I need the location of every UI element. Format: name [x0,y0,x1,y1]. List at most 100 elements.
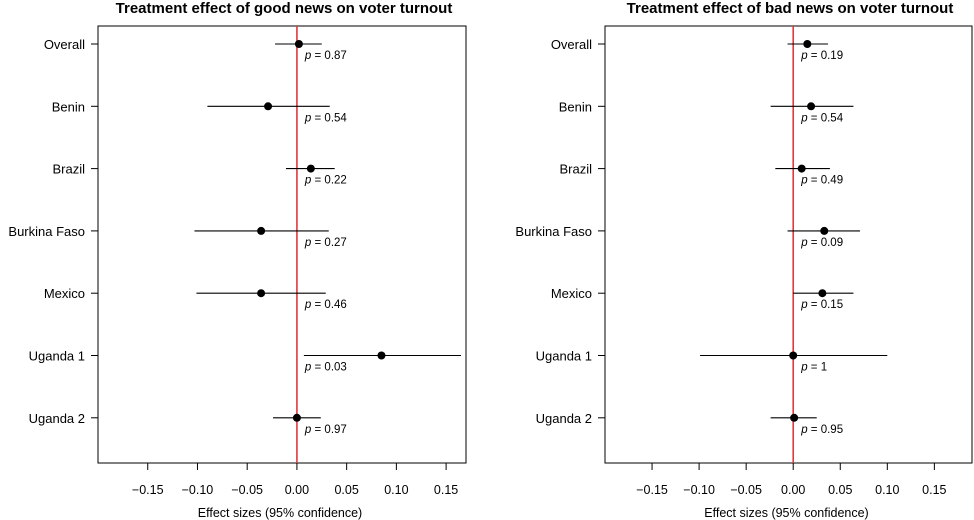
category-label: Brazil [52,162,85,177]
p-symbol: p [304,112,312,124]
p-symbol: p [304,50,312,62]
point-estimate [818,289,827,298]
p-value: = 0.09 [808,237,844,249]
p-value-label: p = 0.49 [800,175,843,187]
point-estimate [257,226,266,235]
category-label: Uganda 2 [29,411,85,426]
p-value: = 0.97 [311,424,347,436]
p-symbol: p [800,362,808,374]
plot-frame [97,25,467,464]
point-estimate [820,226,829,235]
category-label: Burkina Faso [8,224,85,239]
category-label: Uganda 2 [536,411,592,426]
forest-row: Burkina Faso p = 0.27 [8,224,346,249]
p-value-label: p = 0.27 [304,237,347,249]
category-label: Brazil [559,162,592,177]
p-symbol: p [800,237,808,249]
category-label: Overall [44,37,85,52]
forest-row: Brazil p = 0.22 [52,162,346,187]
point-estimate [790,413,799,422]
p-value-label: p = 1 [800,362,827,374]
x-tick-label: 0.00 [781,483,805,497]
p-symbol: p [800,299,808,311]
p-value: = 0.03 [311,362,347,374]
p-value-label: p = 0.09 [800,237,843,249]
category-label: Benin [559,99,592,114]
p-value: = 0.87 [311,50,347,62]
chart-title: Treatment effect of good news on voter t… [116,0,453,17]
point-estimate [797,164,806,173]
p-value-label: p = 0.19 [800,50,843,62]
chart-panel-2: Treatment effect of bad news on voter tu… [515,0,973,520]
x-axis-label: Effect sizes (95% confidence) [198,506,362,520]
category-label: Burkina Faso [515,224,592,239]
p-value: = 0.19 [808,50,844,62]
p-symbol: p [304,362,312,374]
p-value-label: p = 0.97 [304,424,347,436]
p-value-label: p = 0.54 [800,112,843,124]
p-value: = 0.54 [311,112,347,124]
p-value-label: p = 0.87 [304,50,347,62]
plot-frame [604,25,973,464]
p-value: = 0.46 [311,299,347,311]
chart-title: Treatment effect of bad news on voter tu… [627,0,954,17]
p-value: = 0.15 [808,299,844,311]
category-label: Mexico [44,286,85,301]
x-tick-label: 0.05 [334,483,358,497]
point-estimate [789,351,798,360]
x-tick-label: 0.00 [285,483,309,497]
point-estimate [807,102,816,111]
forest-row: Burkina Faso p = 0.09 [515,224,861,249]
forest-row: Mexico p = 0.46 [44,286,347,311]
x-tick-label: −0.15 [132,483,164,497]
x-tick-label: −0.15 [636,483,668,497]
point-estimate [803,40,812,48]
x-tick-label: 0.10 [875,483,899,497]
forest-row: Benin p = 0.54 [559,99,854,124]
point-estimate [306,164,315,173]
category-label: Uganda 1 [29,349,85,364]
p-symbol: p [800,424,808,436]
p-symbol: p [800,50,808,62]
p-value: = 0.95 [808,424,844,436]
forest-row: Uganda 2 p = 0.95 [536,411,844,436]
forest-row: Overall p = 0.19 [551,37,843,62]
p-value: = 0.49 [808,175,844,187]
x-tick-label: −0.10 [683,483,715,497]
x-tick-label: −0.05 [730,483,762,497]
category-label: Benin [52,99,85,114]
forest-row: Uganda 1 p = 1 [536,349,888,374]
p-symbol: p [800,112,808,124]
forest-row: Benin p = 0.54 [52,99,348,124]
p-value-label: p = 0.22 [304,175,347,187]
p-value: = 0.22 [311,175,347,187]
p-symbol: p [304,299,312,311]
forest-row: Brazil p = 0.49 [559,162,843,187]
point-estimate [294,40,303,48]
x-tick-label: 0.15 [922,483,946,497]
category-label: Mexico [551,286,592,301]
point-estimate [292,413,301,422]
p-value-label: p = 0.03 [304,362,347,374]
x-tick-label: 0.15 [434,483,458,497]
p-value: = 0.27 [311,237,347,249]
chart-panel-1: Treatment effect of good news on voter t… [8,0,467,520]
forest-row: Uganda 2 p = 0.97 [29,411,347,436]
x-tick-label: 0.10 [384,483,408,497]
x-tick-label: 0.05 [828,483,852,497]
forest-row: Uganda 1 p = 0.03 [29,349,462,374]
p-symbol: p [304,175,312,187]
forest-row: Overall p = 0.87 [44,37,347,62]
p-value-label: p = 0.54 [304,112,347,124]
x-tick-label: −0.05 [231,483,263,497]
x-axis-label: Effect sizes (95% confidence) [704,506,868,520]
p-value-label: p = 0.15 [800,299,843,311]
p-value-label: p = 0.95 [800,424,843,436]
p-symbol: p [304,237,312,249]
p-symbol: p [800,175,808,187]
point-estimate [377,351,386,360]
p-value: = 0.54 [808,112,844,124]
point-estimate [257,289,266,298]
forest-row: Mexico p = 0.15 [551,286,854,311]
